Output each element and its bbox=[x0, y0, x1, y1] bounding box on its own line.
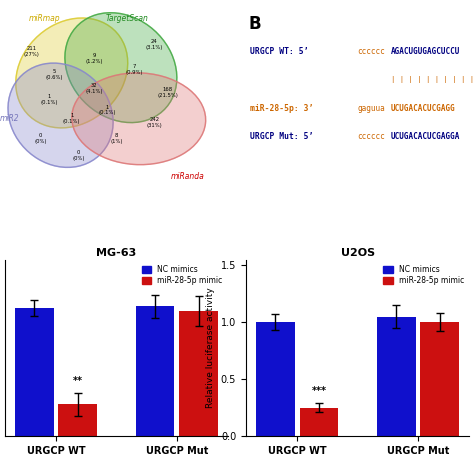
Bar bbox=[420, 322, 459, 436]
Bar bbox=[300, 408, 338, 436]
Ellipse shape bbox=[8, 63, 113, 167]
Bar bbox=[136, 306, 174, 436]
Text: miRanda: miRanda bbox=[171, 173, 205, 182]
Text: UCUGACACUCGAGGA: UCUGACACUCGAGGA bbox=[391, 132, 460, 141]
Text: cccccc: cccccc bbox=[357, 132, 385, 141]
Text: 0
(0%): 0 (0%) bbox=[72, 150, 85, 161]
Text: miR2: miR2 bbox=[0, 114, 19, 123]
Text: **: ** bbox=[73, 376, 83, 386]
Text: 168
(21.5%): 168 (21.5%) bbox=[157, 87, 178, 98]
Text: 1
(0.1%): 1 (0.1%) bbox=[63, 113, 81, 124]
Ellipse shape bbox=[65, 13, 177, 123]
Bar bbox=[15, 308, 54, 436]
Title: MG-63: MG-63 bbox=[96, 247, 137, 258]
Bar bbox=[377, 317, 416, 436]
Text: UCUGACACUCGAGG: UCUGACACUCGAGG bbox=[391, 104, 456, 113]
Text: AGACUGUGAGCUCCU: AGACUGUGAGCUCCU bbox=[391, 47, 460, 56]
Text: cccccc: cccccc bbox=[357, 47, 385, 56]
Text: ***: *** bbox=[311, 386, 327, 396]
Text: 1
(0.1%): 1 (0.1%) bbox=[99, 105, 116, 115]
Text: 24
(3.1%): 24 (3.1%) bbox=[146, 39, 163, 50]
Bar bbox=[179, 311, 218, 436]
Text: URGCP Mut: 5’: URGCP Mut: 5’ bbox=[250, 132, 314, 141]
Legend: NC mimics, miR-28-5p mimic: NC mimics, miR-28-5p mimic bbox=[382, 264, 465, 287]
Text: TargetScan: TargetScan bbox=[106, 14, 149, 23]
Text: 9
(1.2%): 9 (1.2%) bbox=[85, 54, 103, 64]
Ellipse shape bbox=[72, 73, 206, 164]
Text: miRmap: miRmap bbox=[29, 14, 61, 23]
Text: URGCP WT: 5’: URGCP WT: 5’ bbox=[250, 47, 309, 56]
Bar bbox=[256, 322, 295, 436]
Text: 8
(1%): 8 (1%) bbox=[110, 133, 123, 144]
Text: | | | | | | | | | | | | | | |: | | | | | | | | | | | | | | | bbox=[391, 76, 474, 83]
Title: U2OS: U2OS bbox=[340, 247, 374, 258]
Text: 211
(27%): 211 (27%) bbox=[24, 46, 39, 57]
Y-axis label: Relative luciferase activity: Relative luciferase activity bbox=[206, 288, 215, 408]
Text: 32
(4.1%): 32 (4.1%) bbox=[85, 83, 103, 94]
Text: 242
(31%): 242 (31%) bbox=[146, 117, 162, 128]
Text: 5
(0.6%): 5 (0.6%) bbox=[45, 69, 63, 80]
Text: 0
(0%): 0 (0%) bbox=[34, 133, 47, 144]
Legend: NC mimics, miR-28-5p mimic: NC mimics, miR-28-5p mimic bbox=[141, 264, 224, 287]
Text: gaguua: gaguua bbox=[357, 104, 385, 113]
Text: 7
(0.9%): 7 (0.9%) bbox=[126, 64, 143, 75]
Text: 1
(0.1%): 1 (0.1%) bbox=[41, 94, 58, 105]
Text: miR-28-5p: 3’: miR-28-5p: 3’ bbox=[250, 104, 314, 113]
Ellipse shape bbox=[16, 18, 128, 128]
Bar bbox=[58, 404, 97, 436]
Text: B: B bbox=[248, 15, 261, 33]
